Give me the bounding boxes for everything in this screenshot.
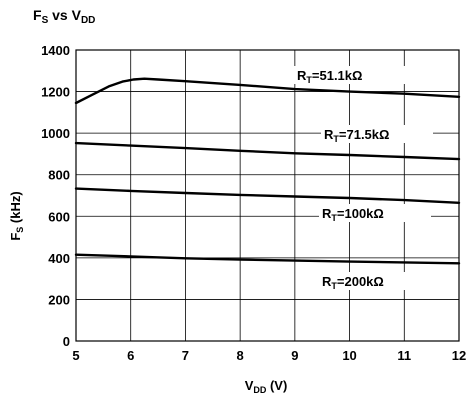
series-label-rt-71-5k: RT=71.5kΩ [324,127,389,144]
y-tick-label: 0 [63,334,70,349]
x-tick-label: 9 [291,348,298,363]
x-tick-label: 11 [397,348,411,363]
x-tick-label: 8 [237,348,244,363]
series-label-background [321,125,433,143]
series-label-background [294,66,406,84]
x-tick-label: 12 [452,348,466,363]
series-lines [74,77,461,265]
y-tick-label: 1000 [41,126,70,141]
series-label-background [319,204,431,222]
series-line-rt-200k [74,253,461,265]
series-line-rt-100k [74,187,461,205]
series-label-rt-100k: RT=100kΩ [322,206,384,223]
x-tick-label: 6 [127,348,134,363]
x-tick-label: 7 [182,348,189,363]
y-tick-label: 400 [48,251,70,266]
chart-title: FS vs VDD [33,7,95,26]
y-axis-label: FS (kHz) [8,191,25,240]
y-tick-label: 600 [48,209,70,224]
plot-frame [75,49,460,342]
y-tick-label: 1400 [41,43,70,58]
grid [76,50,459,341]
series-line-rt-51-1k [74,77,461,105]
y-tick-label: 200 [48,292,70,307]
series-labels: RT=51.1kΩ RT=71.5kΩ RT=100kΩ RT=200kΩ [294,66,433,291]
x-axis-label: VDD (V) [245,378,288,395]
series-label-rt-51-1k: RT=51.1kΩ [297,68,362,85]
series-line-rt-71-5k [74,141,461,161]
series-label-background [319,272,431,290]
tick-labels: 5 6 7 8 9 10 11 12 0 200 400 600 800 1000 1200 1400 [41,43,466,363]
series-label-rt-200k: RT=200kΩ [322,274,384,291]
x-tick-label: 5 [72,348,79,363]
y-tick-label: 1200 [41,85,70,100]
x-tick-label: 10 [342,348,356,363]
y-tick-label: 800 [48,168,70,183]
